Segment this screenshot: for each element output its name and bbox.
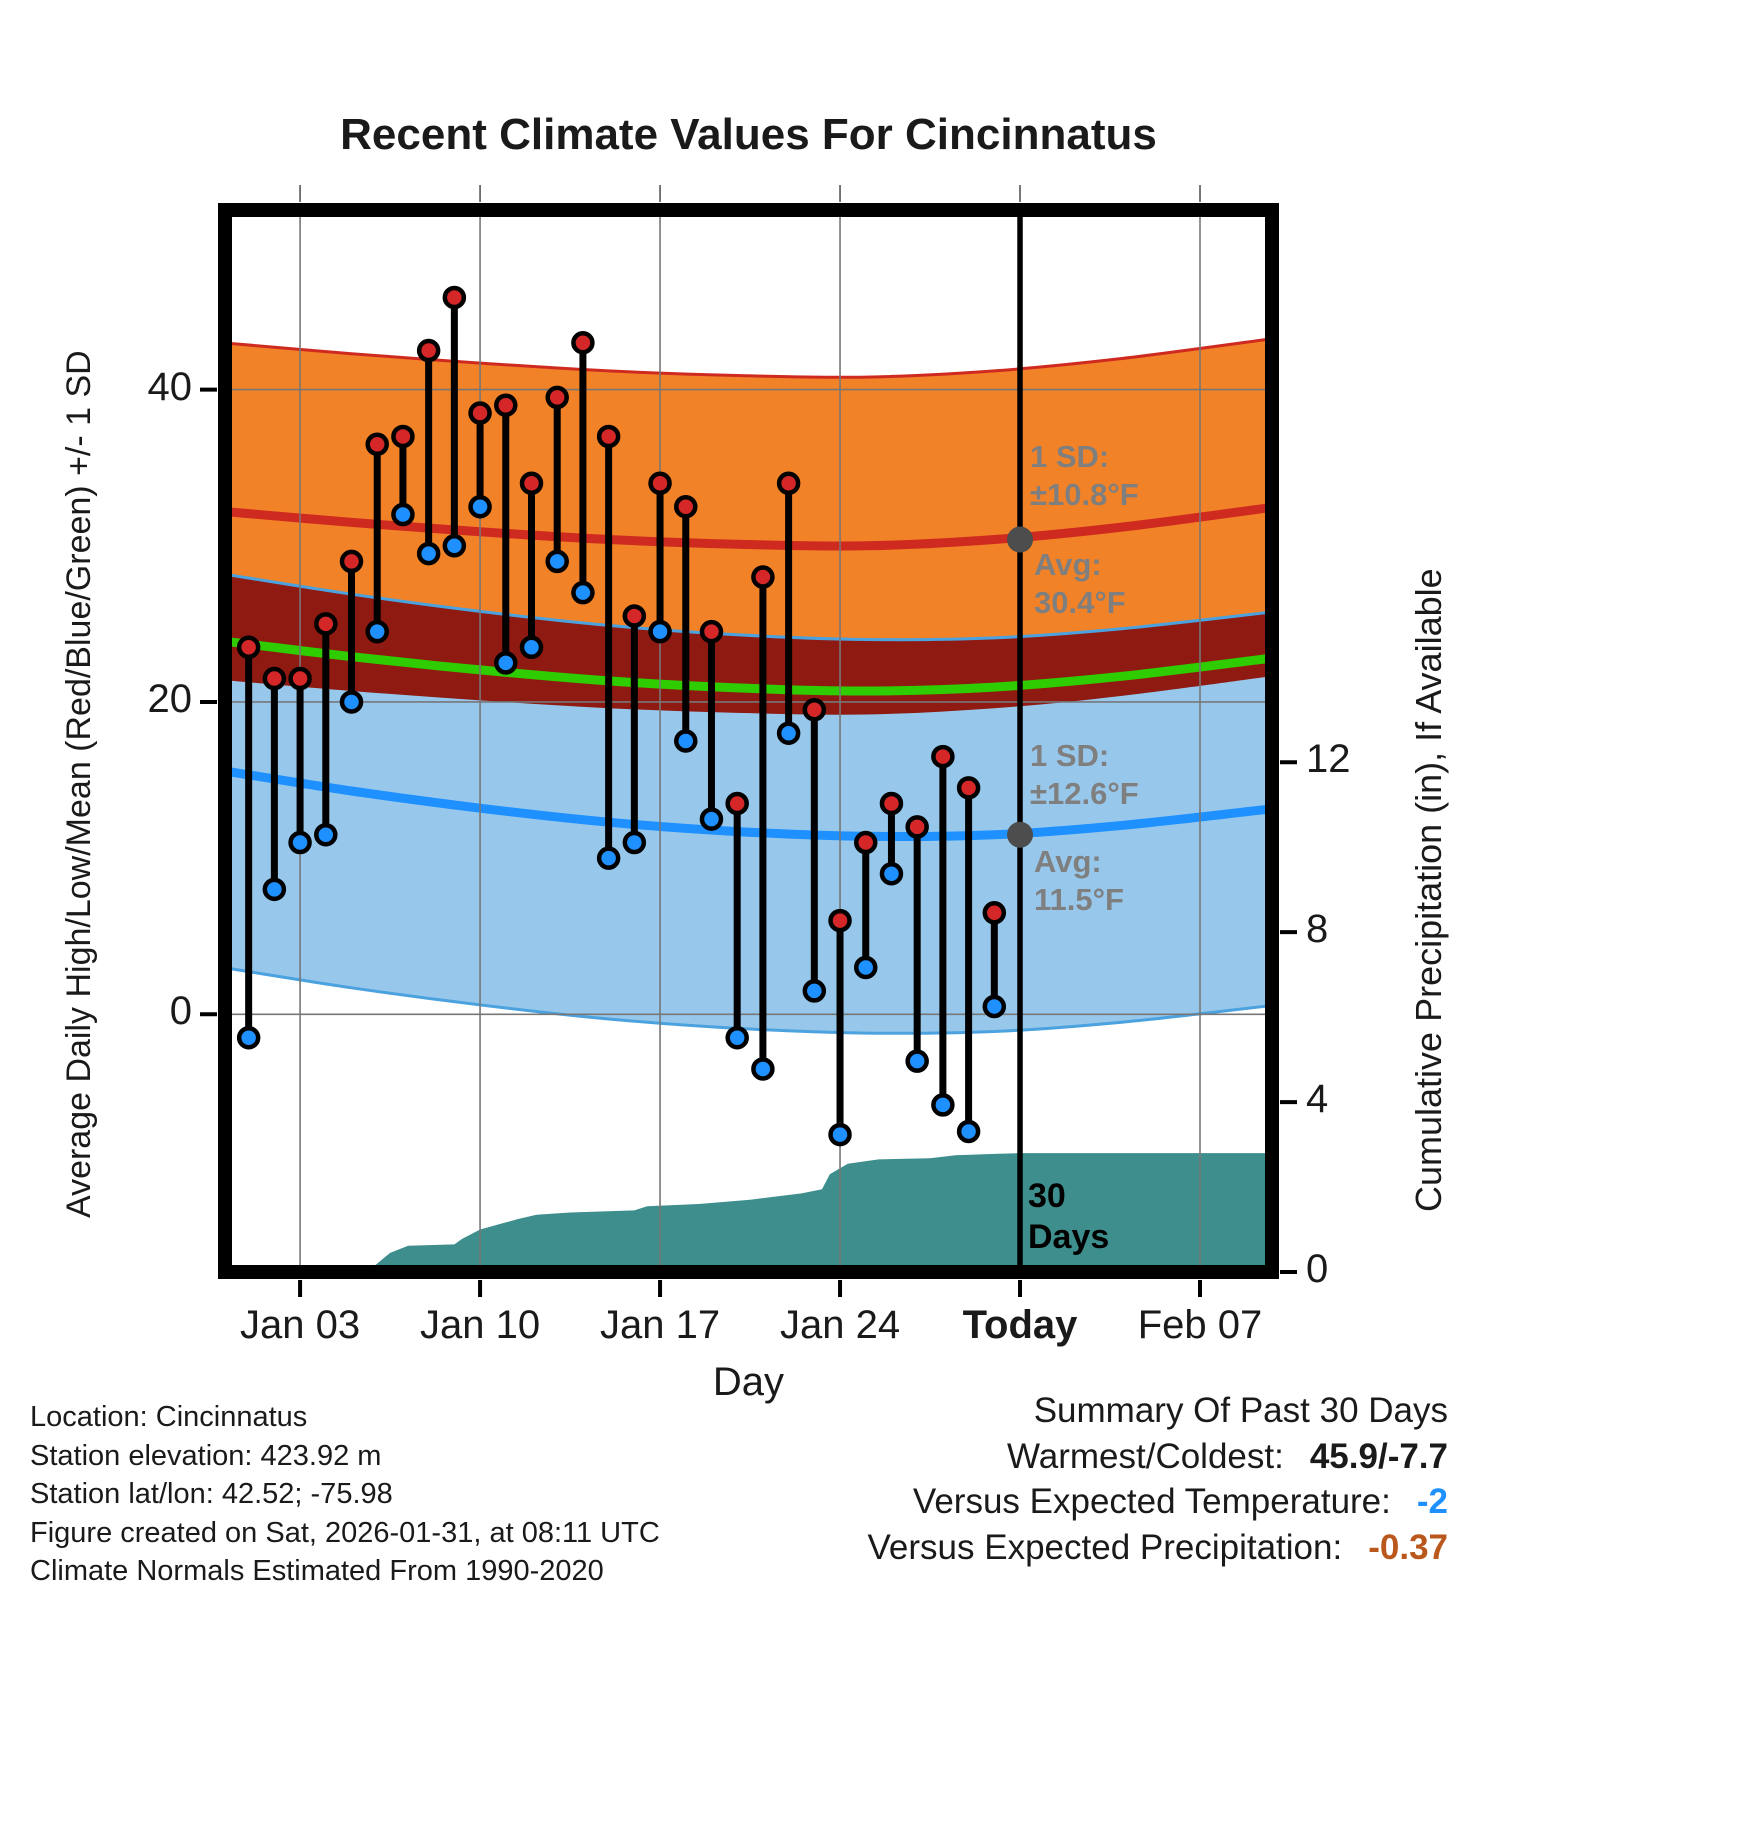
daily-low-dot [288, 830, 312, 855]
avg-marker-dot [1007, 526, 1034, 553]
daily-high-dot [288, 666, 312, 691]
daily-low-dot [545, 549, 569, 574]
daily-high-dot [828, 908, 852, 933]
daily-high-dot [905, 815, 929, 839]
daily-high-dot [596, 424, 621, 449]
daily-low-dot [314, 822, 338, 847]
daily-low-dot [751, 1057, 775, 1081]
daily-low-dot [931, 1093, 955, 1117]
daily-low-dot [365, 619, 389, 644]
daily-low-dot [468, 494, 492, 519]
daily-high-dot [751, 565, 775, 589]
daily-high-dot [674, 494, 698, 519]
plot-border [218, 203, 1279, 1279]
daily-low-dot [622, 830, 647, 855]
daily-low-dot [391, 502, 415, 527]
daily-high-dot [622, 604, 647, 628]
daily-low-dot [674, 729, 698, 753]
mean-temp-line [225, 636, 1272, 696]
daily-high-dot [802, 698, 827, 722]
low-band-top-edge [225, 572, 1272, 642]
daily-low-dot [571, 580, 595, 605]
daily-low-dot [725, 1025, 749, 1050]
daily-high-dot [545, 385, 569, 410]
daily-low-dot [596, 846, 621, 870]
daily-high-dot [571, 331, 595, 355]
daily-high-dot [339, 549, 364, 574]
daily-high-dot [262, 666, 287, 691]
daily-high-dot [725, 791, 749, 816]
daily-low-dot [648, 619, 672, 644]
daily-low-dot [339, 690, 364, 714]
daily-high-dot [956, 776, 981, 800]
daily-high-dot [982, 901, 1007, 925]
daily-high-dot [442, 285, 467, 310]
daily-high-dot [853, 830, 878, 855]
daily-high-dot [468, 401, 492, 425]
precip-area [225, 1153, 1272, 1272]
daily-high-dot [416, 338, 441, 363]
daily-low-dot [442, 534, 467, 558]
daily-low-dot [982, 994, 1007, 1019]
overlap-band-area [225, 574, 1272, 715]
daily-low-dot [828, 1122, 852, 1147]
daily-low-dot [956, 1119, 981, 1144]
daily-high-dot [494, 393, 518, 417]
avg-marker-dot [1007, 821, 1034, 848]
daily-low-dot [853, 955, 878, 980]
avg-high-line [225, 502, 1272, 551]
daily-low-dot [699, 807, 724, 831]
daily-high-dot [314, 612, 338, 636]
daily-low-dot [776, 721, 801, 745]
daily-low-dot [519, 635, 544, 660]
daily-high-dot [391, 424, 415, 449]
daily-high-dot [879, 791, 904, 816]
daily-high-dot [236, 635, 261, 660]
daily-low-dot [905, 1049, 929, 1073]
daily-low-dot [494, 651, 518, 675]
daily-low-dot [802, 979, 827, 1003]
daily-high-dot [648, 471, 672, 496]
daily-low-dot [879, 862, 904, 886]
high-band-top-edge [225, 337, 1272, 379]
daily-high-dot [519, 471, 544, 496]
daily-high-dot [365, 432, 389, 457]
daily-high-dot [699, 619, 724, 644]
daily-high-dot [776, 471, 801, 496]
daily-low-dot [262, 877, 287, 902]
daily-low-dot [416, 541, 441, 566]
daily-high-dot [931, 744, 955, 769]
daily-low-dot [236, 1025, 261, 1050]
